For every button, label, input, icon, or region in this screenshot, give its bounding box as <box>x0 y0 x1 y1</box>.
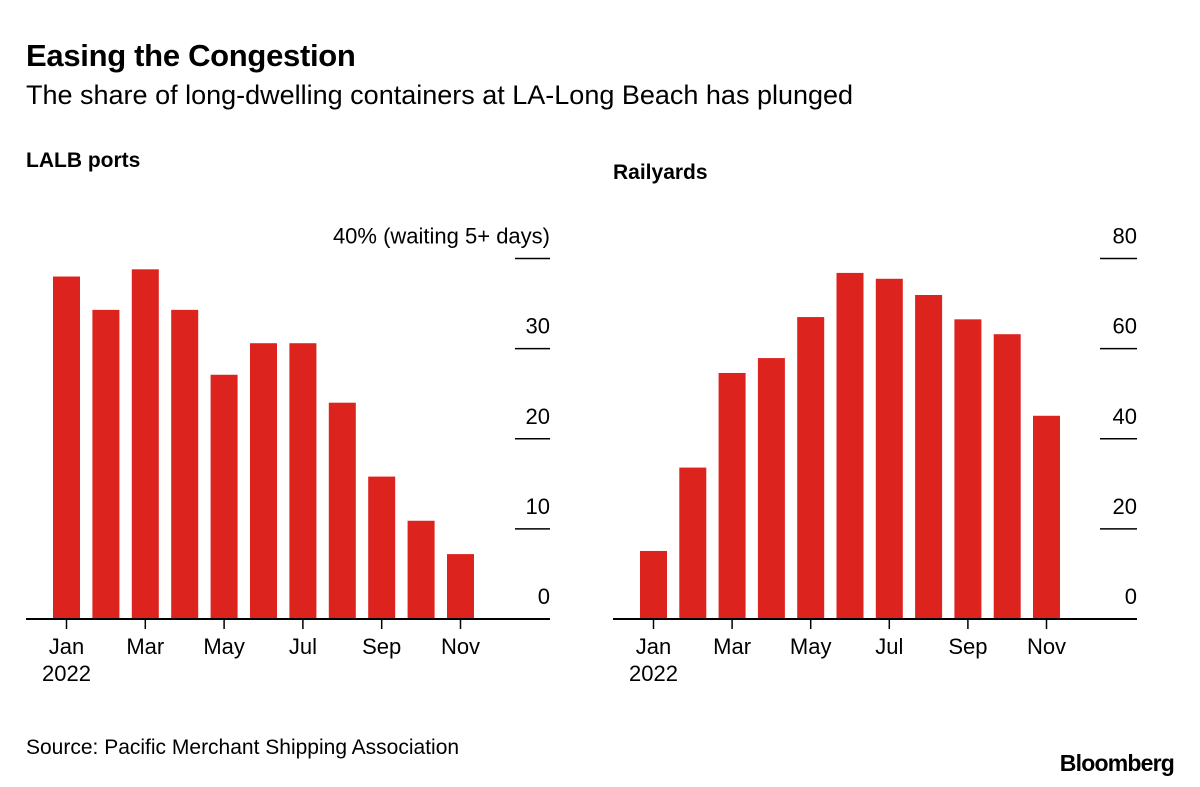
bar-may-2022 <box>797 317 825 619</box>
bar-apr-2022 <box>171 309 199 619</box>
x-tick-label: May <box>790 634 832 659</box>
bar-mar-2022 <box>718 372 746 619</box>
y-tick-label: 20 <box>1113 494 1137 519</box>
bar-mar-2022 <box>131 269 159 619</box>
chart-title: Easing the Congestion <box>26 38 356 73</box>
source-note: Source: Pacific Merchant Shipping Associ… <box>26 736 460 759</box>
panel-title: Railyards <box>613 161 708 184</box>
x-tick-label: Mar <box>713 634 751 659</box>
x-tick-label: Sep <box>948 634 987 659</box>
x-tick-label: Nov <box>1027 634 1066 659</box>
bar-oct-2022 <box>407 520 435 619</box>
y-tick-label: 20 <box>526 404 550 429</box>
y-tick-label: 10 <box>526 494 550 519</box>
y-tick-label: 80 <box>1113 224 1137 249</box>
bar-jun-2022 <box>250 343 277 619</box>
y-tick-label: 40% (waiting 5+ days) <box>333 224 550 249</box>
x-tick-label: Jul <box>289 634 317 659</box>
bar-jul-2022 <box>289 343 317 619</box>
bar-feb-2022 <box>92 309 120 619</box>
x-tick-label: May <box>203 634 245 659</box>
x-tick-label: Sep <box>362 634 401 659</box>
x-tick-label: Nov <box>441 634 480 659</box>
bar-aug-2022 <box>328 402 356 619</box>
bar-sep-2022 <box>368 476 396 619</box>
y-tick-label: 60 <box>1113 314 1137 339</box>
bar-feb-2022 <box>679 467 707 619</box>
bar-may-2022 <box>210 374 238 619</box>
x-tick-label: Mar <box>126 634 164 659</box>
bloomberg-logo: Bloomberg <box>1059 750 1175 776</box>
bar-aug-2022 <box>915 295 943 619</box>
bar-nov-2022 <box>447 554 474 619</box>
y-tick-label: 0 <box>538 584 550 609</box>
bar-apr-2022 <box>757 358 785 619</box>
x-tick-label: Jan <box>49 634 84 659</box>
x-tick-label: Jul <box>875 634 903 659</box>
y-tick-label: 40 <box>1113 404 1137 429</box>
y-tick-label: 0 <box>1125 584 1137 609</box>
x-tick-year-label: 2022 <box>629 661 678 686</box>
bar-nov-2022 <box>1033 415 1060 619</box>
bar-jan-2022 <box>640 550 667 619</box>
bar-sep-2022 <box>954 319 982 619</box>
x-tick-label: Jan <box>636 634 671 659</box>
x-tick-year-label: 2022 <box>42 661 91 686</box>
bar-jan-2022 <box>53 276 80 619</box>
chart-subtitle: The share of long-dwelling containers at… <box>26 80 854 110</box>
y-tick-label: 30 <box>526 314 550 339</box>
bar-jun-2022 <box>836 272 864 619</box>
bar-jul-2022 <box>875 278 903 619</box>
panel-title: LALB ports <box>26 149 140 172</box>
bar-oct-2022 <box>993 334 1021 619</box>
